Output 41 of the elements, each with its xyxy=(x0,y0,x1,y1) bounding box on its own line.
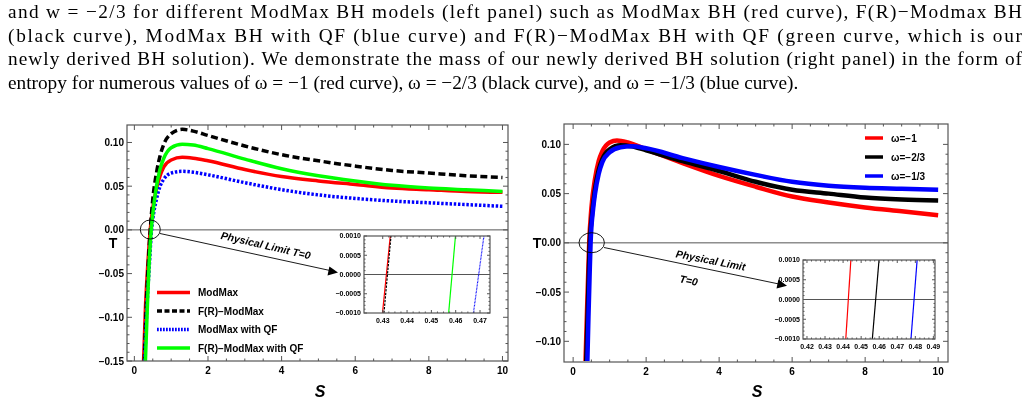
legend-label: ω=−1/3 xyxy=(891,170,926,182)
y-tick-label: 0.00 xyxy=(104,224,125,236)
y-tick-label: 0.05 xyxy=(541,188,562,200)
x-tick-label: 2 xyxy=(643,366,650,377)
y-tick-label: 0.10 xyxy=(541,138,562,150)
x-axis-title: S xyxy=(751,383,763,400)
y-tick-label: 0.05 xyxy=(104,180,125,192)
x-tick-label: 4 xyxy=(278,365,285,376)
y-tick-label: −0.15 xyxy=(98,355,125,367)
legend-label: F(R)−ModMax with QF xyxy=(198,342,304,354)
y-axis-title: T xyxy=(532,235,542,251)
legend-label: ω=−1 xyxy=(891,132,918,144)
x-tick-label: 0 xyxy=(131,365,138,376)
x-tick-label: 0 xyxy=(570,366,577,377)
y-tick-label: −0.10 xyxy=(535,335,562,347)
x-axis-title: S xyxy=(314,383,326,400)
x-tick-label: 6 xyxy=(352,365,359,376)
y-tick-label: −0.05 xyxy=(98,268,125,280)
x-tick-label: 6 xyxy=(789,366,796,377)
x-tick-label: 8 xyxy=(862,366,869,377)
legend-label: ω=−2/3 xyxy=(891,151,926,163)
annotation: Physical Limit T=0 xyxy=(219,228,313,262)
x-tick-label: 4 xyxy=(716,366,723,377)
legend-label: F(R)−ModMax xyxy=(198,305,265,317)
y-tick-label: 0.10 xyxy=(104,136,125,148)
y-tick-label: 0.00 xyxy=(541,237,562,249)
text: (black curve), ModMax BH with QF (blue curve) and F(R)−ModMax BH with QF (green curve, which is our xyxy=(8,24,1023,47)
annotation: T=0 xyxy=(678,272,700,288)
x-tick-label: 8 xyxy=(426,365,433,376)
x-tick-label: 10 xyxy=(932,366,945,377)
y-axis-title: T xyxy=(108,235,118,251)
legend-label: ModMax with QF xyxy=(198,324,278,335)
text: and w = −2/3 for different ModMax BH models (left panel) such as ModMax BH (red curve), F(R)−Modmax BH xyxy=(8,1,1023,23)
x-tick-label: 10 xyxy=(496,365,509,376)
y-tick-label: −0.10 xyxy=(98,311,125,323)
text: entropy for numerous values of ω = −1 (red curve), ω = −2/3 (black curve), and ω = −1/3 (blue curve). xyxy=(8,71,799,94)
legend-label: ModMax xyxy=(198,287,239,298)
x-tick-label: 2 xyxy=(205,365,212,376)
y-tick-label: −0.05 xyxy=(535,286,562,298)
annotation: Physical Limit xyxy=(674,247,748,273)
text: newly derived BH solution). We demonstrate the mass of our newly derived BH solution (right panel) in the form of xyxy=(8,48,1023,70)
